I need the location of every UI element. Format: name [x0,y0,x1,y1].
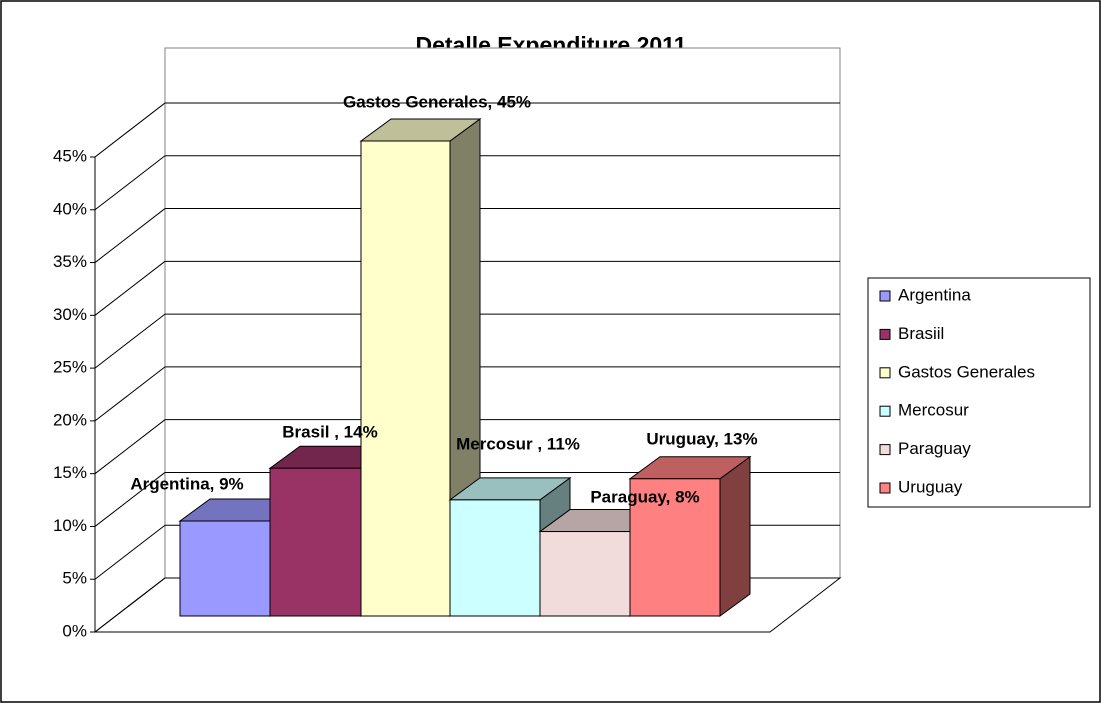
grid-line [94,577,166,633]
legend-swatch [879,405,891,417]
data-label: Uruguay, 13% [646,429,757,448]
y-tick-label: 0% [62,621,87,640]
y-tick-label: 45% [53,146,87,165]
grid-line [94,472,166,527]
grid-line [94,102,166,158]
grid-line [94,313,166,369]
data-label: Brasil , 14% [282,422,377,441]
bar [269,467,362,617]
grid-line [94,155,166,211]
grid-line [94,208,166,263]
y-tick-label: 35% [53,252,87,271]
legend-label: Argentina [898,285,971,304]
legend-swatch [879,367,891,379]
grid-line [94,419,166,475]
legend-swatch [879,290,891,302]
y-tick-label: 40% [53,199,87,218]
data-label: Gastos Generales, 45% [343,92,531,111]
legend-box [867,277,1091,508]
grid-line [94,524,166,580]
y-tick-label: 25% [53,358,87,377]
data-label: Mercosur , 11% [456,434,580,453]
legend-label: Paraguay [898,439,971,458]
grid-line [94,260,166,316]
legend-label: Mercosur [898,401,969,420]
bar-side [719,455,751,617]
legend-label: Brasiil [898,324,944,343]
grid-line [94,366,166,422]
bar [539,531,631,617]
legend-label: Gastos Generales [898,362,1035,381]
bar [179,520,271,617]
bar [449,499,541,617]
y-tick-label: 5% [62,569,87,588]
bar [360,140,451,617]
legend-swatch [879,482,891,494]
legend-swatch [879,444,891,456]
data-label: Paraguay, 8% [590,487,699,506]
y-tick-label: 10% [53,516,87,535]
y-tick-label: 20% [53,410,87,429]
legend-label: Uruguay [898,477,963,496]
legend-swatch [879,328,891,340]
y-tick-label: 30% [53,305,87,324]
data-label: Argentina, 9% [130,474,243,493]
bar [629,478,721,617]
y-tick-label: 15% [53,463,87,482]
